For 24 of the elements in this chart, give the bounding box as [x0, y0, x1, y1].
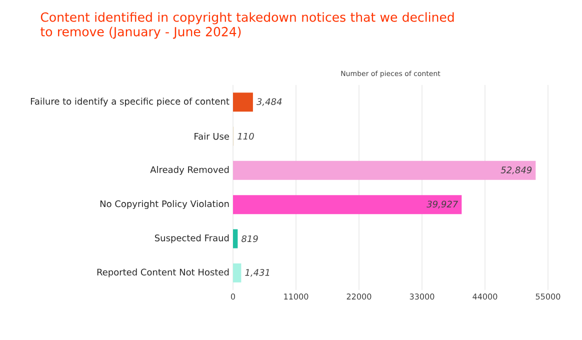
x-tick-label: 22000: [346, 294, 372, 300]
data-label: 52,849: [500, 166, 532, 174]
x-tick-label: 44000: [472, 294, 498, 300]
y-tick-label: Suspected Fraud: [154, 234, 229, 244]
data-label: 819: [242, 235, 258, 242]
y-tick-label: Reported Content Not Hosted: [97, 268, 229, 278]
x-tick-label: 55000: [536, 294, 560, 300]
data-label: 3,484: [256, 98, 282, 106]
x-tick-label: 33000: [410, 294, 434, 300]
y-tick-label: Fair Use: [194, 132, 229, 140]
chart-title: Content identified in copyright takedown notices that we declined to remove (January - June 2024): [40, 12, 454, 39]
y-tick-label: No Copyright Policy Violation: [100, 200, 229, 209]
data-label: 39,927: [426, 200, 458, 208]
x-tick-label: 0: [230, 294, 236, 300]
y-tick-label: Failure to identify a specific piece of content: [30, 98, 230, 106]
bar: [233, 263, 242, 282]
bar: [233, 160, 536, 180]
data-label: 1,431: [245, 269, 270, 277]
bar: [233, 92, 253, 112]
bar: [233, 229, 238, 248]
data-label: 110: [238, 132, 254, 140]
y-tick-label: Already Removed: [150, 166, 229, 175]
x-tick-label: 11000: [284, 294, 308, 300]
bar: [233, 195, 462, 214]
